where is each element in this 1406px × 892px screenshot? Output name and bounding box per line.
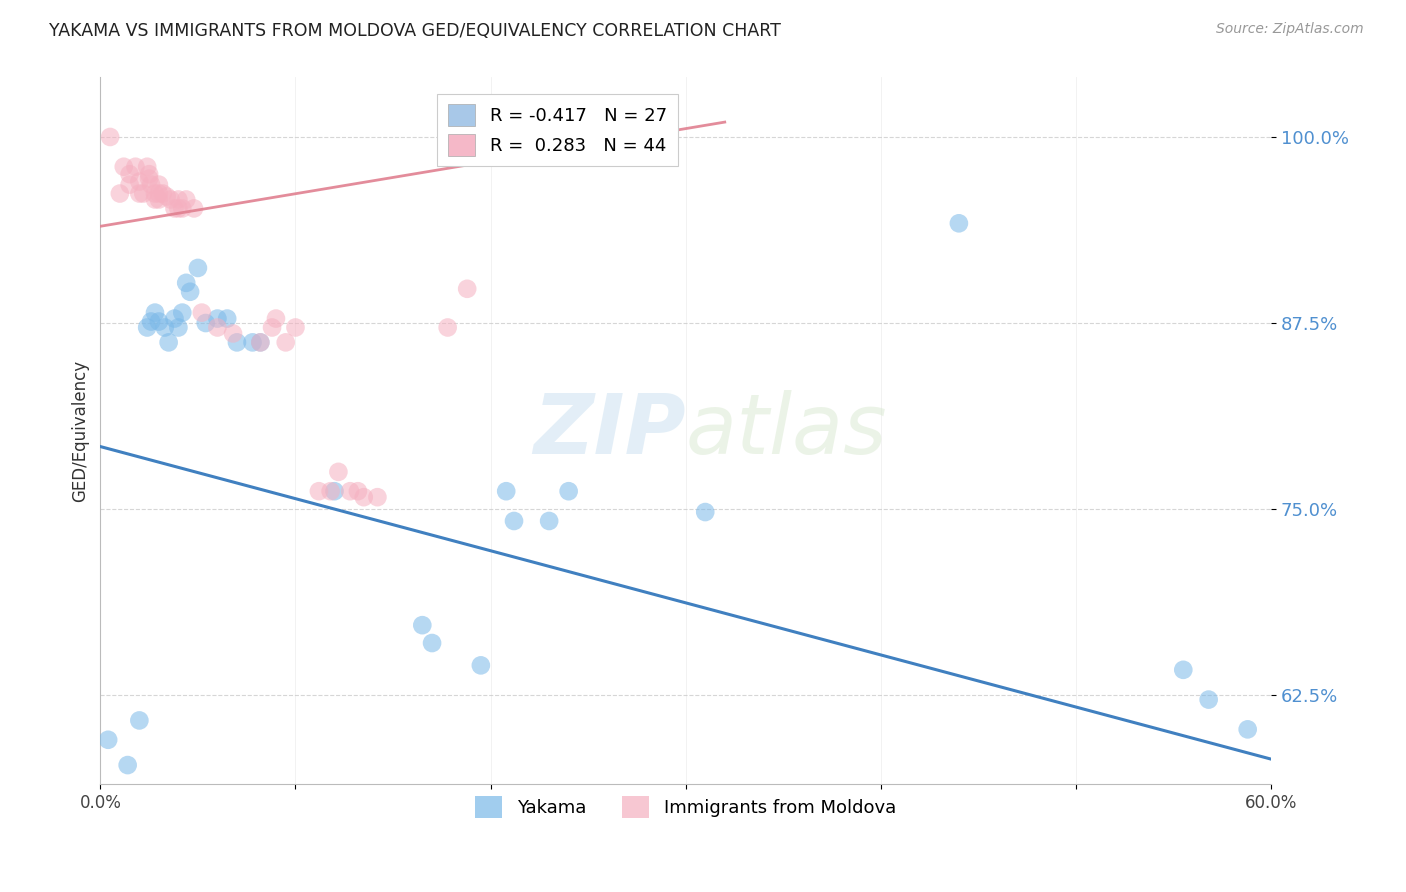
- Point: [136, 320, 159, 334]
- Point: [187, 260, 209, 275]
- Point: [264, 311, 287, 326]
- Point: [163, 311, 186, 326]
- Point: [226, 335, 249, 350]
- Point: [191, 305, 214, 319]
- Point: [1198, 692, 1220, 706]
- Text: Source: ZipAtlas.com: Source: ZipAtlas.com: [1216, 22, 1364, 37]
- Point: [153, 320, 176, 334]
- Point: [112, 160, 135, 174]
- Point: [132, 186, 155, 201]
- Point: [366, 490, 388, 504]
- Point: [97, 732, 120, 747]
- Point: [249, 335, 271, 350]
- Point: [108, 186, 131, 201]
- Point: [411, 618, 433, 632]
- Point: [167, 320, 190, 334]
- Point: [157, 335, 180, 350]
- Point: [260, 320, 283, 334]
- Text: ZIP: ZIP: [533, 391, 686, 472]
- Point: [274, 335, 297, 350]
- Point: [139, 314, 162, 328]
- Point: [347, 484, 370, 499]
- Point: [107, 803, 129, 817]
- Point: [128, 186, 150, 201]
- Point: [138, 167, 160, 181]
- Point: [167, 202, 190, 216]
- Point: [308, 484, 330, 499]
- Point: [1236, 723, 1258, 737]
- Point: [436, 320, 458, 334]
- Point: [172, 202, 194, 216]
- Point: [538, 514, 561, 528]
- Point: [557, 484, 579, 499]
- Point: [323, 484, 346, 499]
- Point: [118, 167, 141, 181]
- Point: [284, 320, 307, 334]
- Y-axis label: GED/Equivalency: GED/Equivalency: [72, 359, 89, 502]
- Point: [1173, 663, 1195, 677]
- Point: [118, 178, 141, 192]
- Point: [143, 193, 166, 207]
- Point: [179, 285, 201, 299]
- Point: [136, 160, 159, 174]
- Point: [138, 171, 160, 186]
- Point: [167, 193, 190, 207]
- Point: [152, 186, 174, 201]
- Point: [456, 282, 478, 296]
- Point: [143, 186, 166, 201]
- Point: [695, 505, 717, 519]
- Point: [183, 202, 205, 216]
- Point: [353, 490, 375, 504]
- Point: [148, 193, 170, 207]
- Point: [163, 202, 186, 216]
- Legend: Yakama, Immigrants from Moldova: Yakama, Immigrants from Moldova: [468, 789, 903, 825]
- Point: [339, 484, 361, 499]
- Point: [159, 193, 181, 207]
- Point: [111, 847, 134, 862]
- Point: [148, 178, 170, 192]
- Point: [139, 178, 162, 192]
- Point: [222, 326, 245, 341]
- Point: [172, 305, 194, 319]
- Point: [495, 484, 517, 499]
- Point: [948, 216, 970, 230]
- Point: [124, 160, 146, 174]
- Point: [207, 311, 229, 326]
- Point: [148, 186, 170, 201]
- Point: [249, 335, 271, 350]
- Point: [420, 636, 443, 650]
- Point: [470, 658, 492, 673]
- Point: [207, 320, 229, 334]
- Point: [128, 175, 150, 189]
- Point: [174, 193, 197, 207]
- Point: [328, 465, 350, 479]
- Point: [242, 335, 264, 350]
- Point: [194, 316, 217, 330]
- Text: atlas: atlas: [686, 391, 887, 472]
- Point: [503, 514, 526, 528]
- Point: [174, 276, 197, 290]
- Point: [217, 311, 239, 326]
- Point: [117, 758, 139, 772]
- Point: [128, 714, 150, 728]
- Point: [143, 305, 166, 319]
- Point: [148, 314, 170, 328]
- Point: [319, 484, 342, 499]
- Text: YAKAMA VS IMMIGRANTS FROM MOLDOVA GED/EQUIVALENCY CORRELATION CHART: YAKAMA VS IMMIGRANTS FROM MOLDOVA GED/EQ…: [49, 22, 782, 40]
- Point: [156, 189, 179, 203]
- Point: [98, 130, 121, 145]
